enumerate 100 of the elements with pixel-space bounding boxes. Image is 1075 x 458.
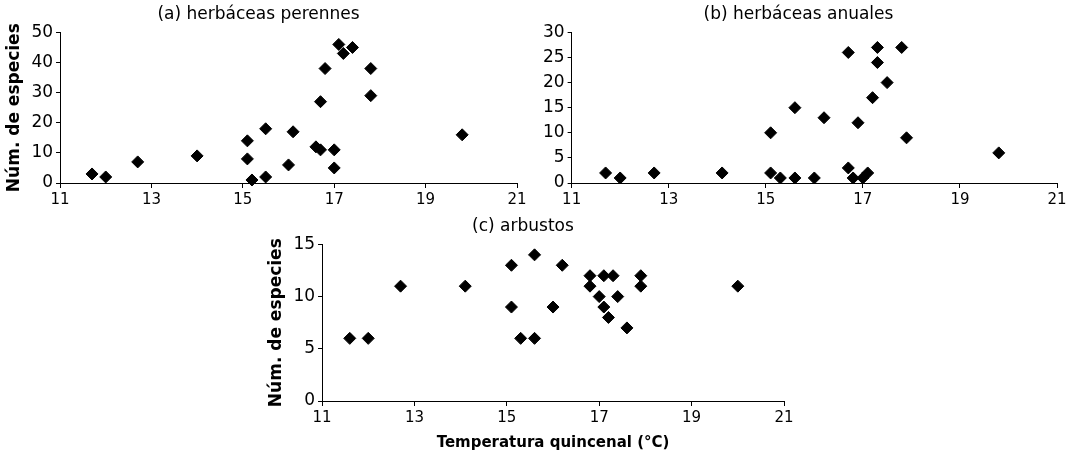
- y-tick-label: 0: [304, 389, 316, 410]
- y-tick-label: 15: [542, 96, 565, 117]
- chart-title: (b) herbáceas anuales: [703, 2, 894, 23]
- y-tick-label: 40: [31, 50, 54, 71]
- point: [861, 166, 875, 180]
- point: [900, 131, 914, 145]
- point: [528, 248, 542, 262]
- point: [583, 279, 597, 293]
- point: [190, 149, 204, 163]
- y-tick-label: 10: [293, 285, 316, 306]
- y-tick-label: 30: [31, 81, 54, 102]
- point: [788, 101, 802, 115]
- point: [611, 290, 625, 304]
- x-tick-label: 21: [1047, 189, 1067, 208]
- y-tick-label: 10: [31, 141, 54, 162]
- point: [343, 331, 357, 345]
- x-tick-label: 19: [950, 189, 970, 208]
- point: [364, 62, 378, 76]
- point: [555, 258, 569, 272]
- point: [597, 300, 611, 314]
- point: [870, 40, 884, 54]
- x-tick-label: 15: [497, 407, 517, 426]
- x-tick-label: 13: [141, 189, 161, 208]
- y-tick-label: 15: [293, 232, 316, 253]
- point: [240, 152, 254, 166]
- x-tick-label: 21: [507, 189, 527, 208]
- x-tick-label: 17: [324, 189, 344, 208]
- x-tick-label: 17: [853, 189, 873, 208]
- point: [895, 40, 909, 54]
- y-tick-label: 0: [42, 171, 54, 192]
- point: [634, 279, 648, 293]
- point: [514, 331, 528, 345]
- point: [314, 143, 327, 157]
- x-tick-label: 13: [404, 407, 424, 426]
- point: [546, 300, 560, 314]
- y-axis-title: Núm. de especies: [264, 238, 285, 408]
- point: [764, 166, 778, 180]
- point: [245, 173, 259, 187]
- point: [613, 171, 627, 185]
- y-tick-label: 50: [31, 20, 54, 41]
- x-tick-label: 15: [233, 189, 253, 208]
- x-tick-label: 13: [659, 189, 679, 208]
- point: [259, 122, 273, 136]
- y-tick-label: 5: [553, 146, 565, 167]
- point: [286, 125, 300, 139]
- point: [345, 40, 359, 54]
- point: [364, 89, 378, 103]
- x-tick-label: 15: [756, 189, 776, 208]
- chart-title: (a) herbáceas perennes: [157, 2, 360, 23]
- point: [846, 171, 860, 185]
- point: [240, 134, 254, 148]
- x-tick-label: 11: [312, 407, 332, 426]
- point: [817, 111, 831, 125]
- point: [764, 126, 778, 140]
- point: [647, 166, 661, 180]
- x-tick-label: 11: [50, 189, 70, 208]
- y-tick-label: 25: [542, 45, 565, 66]
- y-tick-label: 10: [542, 121, 565, 142]
- point: [807, 171, 821, 185]
- point: [314, 95, 327, 109]
- point: [851, 116, 865, 130]
- x-tick-label: 21: [774, 407, 794, 426]
- y-tick-label: 0: [553, 171, 565, 192]
- point: [788, 171, 802, 185]
- point: [99, 170, 113, 184]
- point: [731, 279, 745, 293]
- point: [601, 310, 615, 324]
- point: [282, 158, 296, 172]
- point: [318, 62, 332, 76]
- point: [597, 269, 611, 283]
- point: [880, 76, 894, 90]
- point: [327, 143, 341, 157]
- y-tick-label: 20: [31, 111, 54, 132]
- x-tick-label: 17: [589, 407, 609, 426]
- point: [504, 258, 518, 272]
- y-axis-title: Núm. de especies: [2, 23, 23, 193]
- point: [332, 37, 346, 51]
- y-tick-label: 20: [542, 71, 565, 92]
- point: [599, 166, 613, 180]
- point: [592, 290, 606, 304]
- chart-title: (c) arbustos: [472, 214, 575, 235]
- point: [458, 279, 472, 293]
- point: [394, 279, 408, 293]
- point: [841, 161, 855, 175]
- point: [866, 91, 880, 105]
- y-tick-label: 30: [542, 20, 565, 41]
- y-tick-label: 5: [304, 337, 316, 358]
- point: [634, 269, 648, 283]
- point: [606, 269, 620, 283]
- point: [455, 128, 469, 142]
- point: [504, 300, 518, 314]
- point: [131, 155, 145, 169]
- x-tick-label: 11: [562, 189, 582, 208]
- point: [773, 171, 787, 185]
- point: [583, 269, 597, 283]
- point: [336, 46, 350, 60]
- point: [361, 331, 375, 345]
- point: [528, 331, 542, 345]
- point: [620, 321, 634, 335]
- point: [870, 56, 884, 70]
